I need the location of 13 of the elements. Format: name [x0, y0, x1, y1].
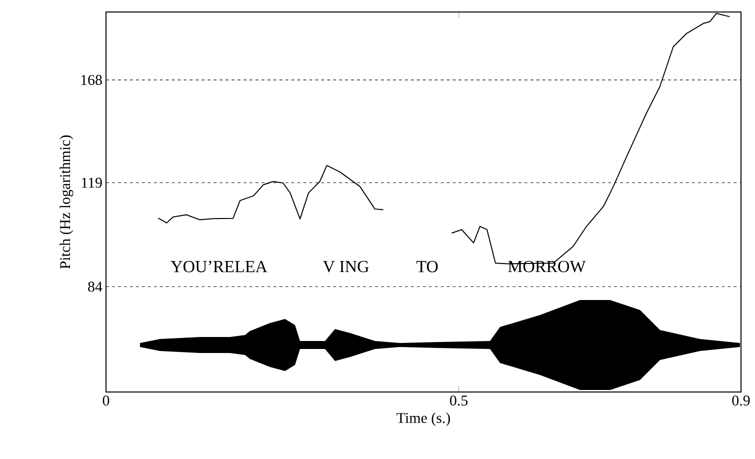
- x-tick-label: 0.9: [732, 396, 750, 406]
- y-tick-label: 119: [82, 178, 102, 188]
- annotation: MORROW: [508, 260, 586, 272]
- line-series: [158, 164, 384, 224]
- y-axis-title: Pitch (Hz logarithmic): [60, 135, 74, 269]
- y-tick-label: 168: [81, 74, 102, 85]
- y-tick-label: 84: [88, 282, 102, 292]
- annotation: V ING: [322, 260, 369, 272]
- x-tick-label: 0: [102, 396, 110, 406]
- x-tick-label: 0.5: [450, 396, 468, 406]
- x-axis-title: Time (s.): [396, 412, 450, 426]
- annotation: YOU’RELEA: [170, 260, 268, 272]
- annotation: TO: [416, 260, 438, 272]
